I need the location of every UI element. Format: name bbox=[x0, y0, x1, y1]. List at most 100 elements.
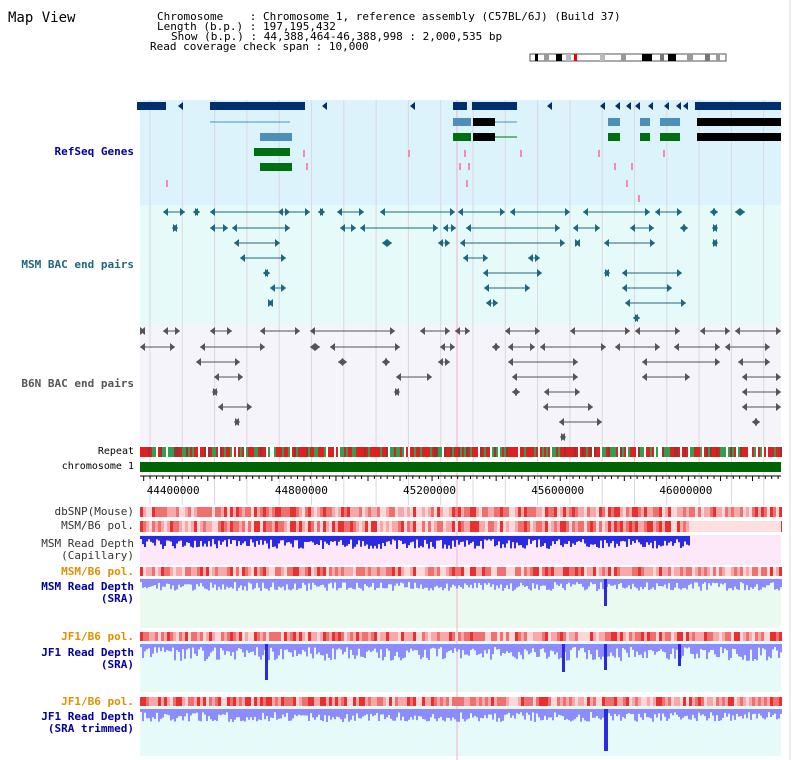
msm-pol2-cell bbox=[470, 567, 473, 576]
msm-bac-pair-end bbox=[583, 208, 588, 216]
msm-bac-pair-end bbox=[575, 239, 580, 247]
msm-cap-bar bbox=[460, 536, 462, 543]
msm-sra-bar bbox=[772, 579, 774, 583]
msm-bac-pair-end bbox=[281, 254, 286, 262]
msm-pol-cell bbox=[518, 521, 521, 532]
jf1-pol-cell bbox=[764, 632, 767, 641]
jf1-sra-bar bbox=[498, 644, 500, 649]
b6n-bac-pair-end bbox=[140, 327, 145, 335]
jf1-sra-bar bbox=[612, 644, 614, 656]
jf1-pol-cell bbox=[497, 632, 500, 641]
repeat-segment bbox=[408, 447, 410, 457]
b6n-bac-pair-end bbox=[385, 358, 390, 366]
repeat-segment bbox=[410, 447, 412, 457]
jf1-trim-bar bbox=[252, 709, 254, 721]
msm-bac-pair-end bbox=[451, 224, 456, 232]
repeat-segment bbox=[182, 447, 184, 457]
jf1-trim-bar bbox=[280, 709, 282, 719]
msm-cap-bar bbox=[342, 536, 344, 545]
jf1-sra-bar bbox=[226, 644, 228, 651]
msm-cap-bar bbox=[306, 536, 308, 542]
msm-cap-bar bbox=[670, 536, 672, 542]
repeat-segment bbox=[726, 447, 728, 457]
dbsnp-cell bbox=[701, 507, 704, 517]
repeat-segment bbox=[236, 447, 238, 457]
dbsnp-cell bbox=[290, 507, 293, 517]
msm-cap-bar bbox=[370, 536, 372, 546]
dbsnp-cell bbox=[650, 507, 653, 517]
msm-pol2-cell bbox=[326, 567, 329, 576]
msm-pol-cell bbox=[509, 521, 512, 532]
msm-sra-bar bbox=[456, 579, 458, 589]
repeat-segment bbox=[458, 447, 460, 457]
msm-cap-bar bbox=[160, 536, 162, 545]
msm-sra-bar bbox=[776, 579, 778, 589]
jf1-sra-bar bbox=[552, 644, 554, 652]
msm-bac-label[interactable]: MSM BAC end pairs bbox=[21, 258, 134, 271]
jf1-trim-bar bbox=[776, 709, 778, 720]
repeat-segment bbox=[156, 447, 158, 457]
jf1-pol2-cell bbox=[302, 697, 305, 706]
msm-cap-bar bbox=[524, 536, 526, 549]
repeat-segment bbox=[616, 447, 618, 457]
dbsnp-cell bbox=[194, 507, 197, 517]
repeat-segment bbox=[422, 447, 424, 457]
jf1-trim-bar bbox=[474, 709, 476, 716]
msm-sra-bar bbox=[302, 579, 304, 583]
repeat-segment bbox=[718, 447, 720, 457]
jf1-sra-bar bbox=[166, 644, 168, 651]
jf1-pol-cell bbox=[533, 632, 536, 641]
msm-pol-cell bbox=[548, 521, 551, 532]
jf1-sra-bar bbox=[748, 644, 750, 661]
repeat-segment bbox=[430, 447, 432, 457]
b6n-band bbox=[140, 325, 781, 445]
repeat-segment bbox=[398, 447, 400, 457]
repeat-segment bbox=[666, 447, 668, 457]
msm-bac-pair-end bbox=[173, 224, 178, 232]
jf1-trim-bar bbox=[612, 709, 614, 721]
dbsnp-cell bbox=[365, 507, 368, 517]
jf1-b6-pol-label: JF1/B6 pol. bbox=[61, 630, 134, 643]
msm-cap-bar bbox=[596, 536, 598, 547]
b6n-bac-pair-end bbox=[685, 373, 690, 381]
jf1-trim-bar bbox=[186, 709, 188, 714]
msm-sra-bar bbox=[556, 579, 558, 585]
msm-cap-bar bbox=[518, 536, 520, 546]
dbsnp-cell bbox=[224, 507, 227, 517]
repeat-segment bbox=[256, 447, 258, 457]
msm-sra-bar bbox=[562, 579, 564, 588]
msm-cap-bar bbox=[480, 536, 482, 542]
msm-sra-bar bbox=[660, 579, 662, 587]
msm-sra-bar bbox=[678, 579, 680, 589]
jf1-trim-bar bbox=[722, 709, 724, 718]
jf1-sra-bar bbox=[384, 644, 386, 657]
jf1-sra-bar bbox=[296, 644, 298, 657]
jf1-sra-bar bbox=[756, 644, 758, 661]
msm-cap-bar bbox=[140, 536, 142, 540]
dbsnp-cell bbox=[389, 507, 392, 517]
msm-pol-cell bbox=[161, 521, 164, 532]
msm-cap-bar bbox=[354, 536, 356, 547]
jf1-rd-trim-label-2: (SRA trimmed) bbox=[47, 722, 134, 735]
refseq-label[interactable]: RefSeq Genes bbox=[54, 145, 134, 158]
b6n-bac-label[interactable]: B6N BAC end pairs bbox=[21, 377, 134, 390]
repeat-segment bbox=[348, 447, 350, 457]
msm-pol-cell bbox=[314, 521, 317, 532]
jf1-sra-bar bbox=[144, 644, 146, 652]
b6n-bac-pair-end bbox=[338, 358, 343, 366]
msm-pol2-cell bbox=[353, 567, 356, 576]
jf1-sra-bar bbox=[628, 644, 630, 658]
msm-cap-bar bbox=[384, 536, 386, 547]
msm-pol2-cell bbox=[365, 567, 368, 576]
jf1-trim-bar bbox=[268, 709, 270, 722]
repeat-segment bbox=[514, 447, 516, 457]
repeat-segment bbox=[592, 447, 594, 457]
msm-pol2-cell bbox=[731, 567, 734, 576]
dbsnp-cell bbox=[167, 507, 170, 517]
snp-mark bbox=[464, 150, 466, 157]
jf1-pol-cell bbox=[329, 632, 332, 641]
jf1-pol-cell bbox=[614, 632, 617, 641]
repeat-segment bbox=[670, 447, 672, 457]
jf1-pol-cell bbox=[395, 632, 398, 641]
